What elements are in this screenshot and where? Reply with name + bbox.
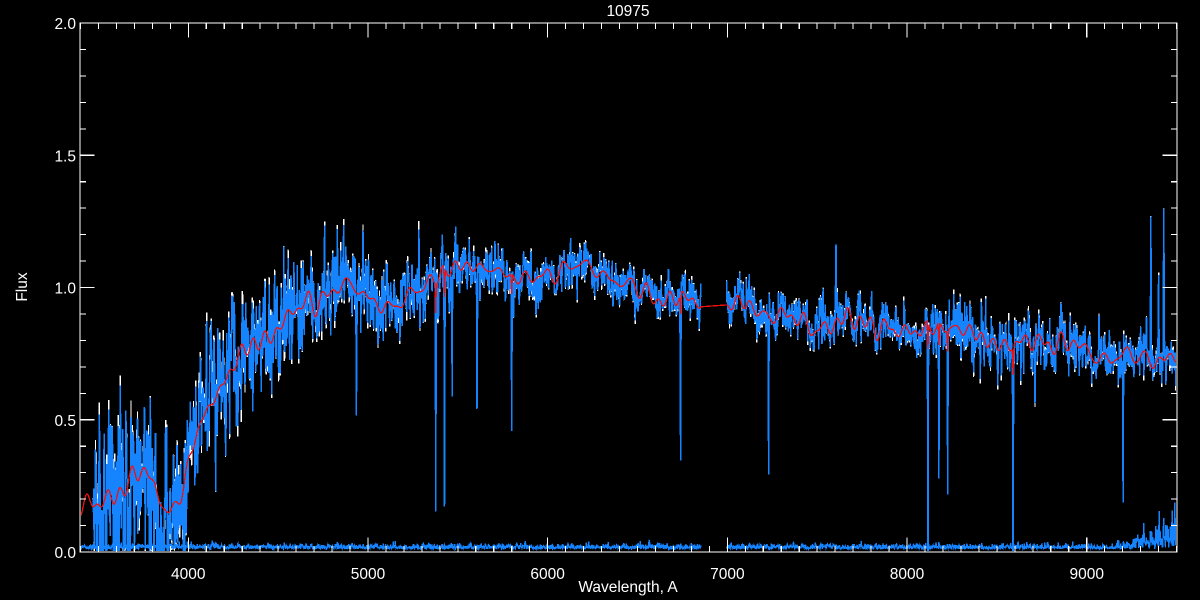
svg-text:10975: 10975 bbox=[606, 3, 649, 20]
svg-text:4000: 4000 bbox=[171, 566, 206, 583]
svg-text:1.5: 1.5 bbox=[54, 148, 76, 165]
svg-text:9000: 9000 bbox=[1069, 566, 1104, 583]
svg-text:1.0: 1.0 bbox=[54, 281, 76, 298]
svg-text:7000: 7000 bbox=[710, 566, 745, 583]
svg-text:Flux: Flux bbox=[14, 272, 31, 302]
svg-text:0.5: 0.5 bbox=[54, 413, 76, 430]
svg-text:0.0: 0.0 bbox=[54, 545, 76, 562]
svg-text:8000: 8000 bbox=[890, 566, 925, 583]
svg-text:2.0: 2.0 bbox=[54, 16, 76, 33]
svg-text:5000: 5000 bbox=[351, 566, 386, 583]
svg-text:6000: 6000 bbox=[530, 566, 565, 583]
svg-text:Wavelength, A: Wavelength, A bbox=[578, 579, 678, 596]
